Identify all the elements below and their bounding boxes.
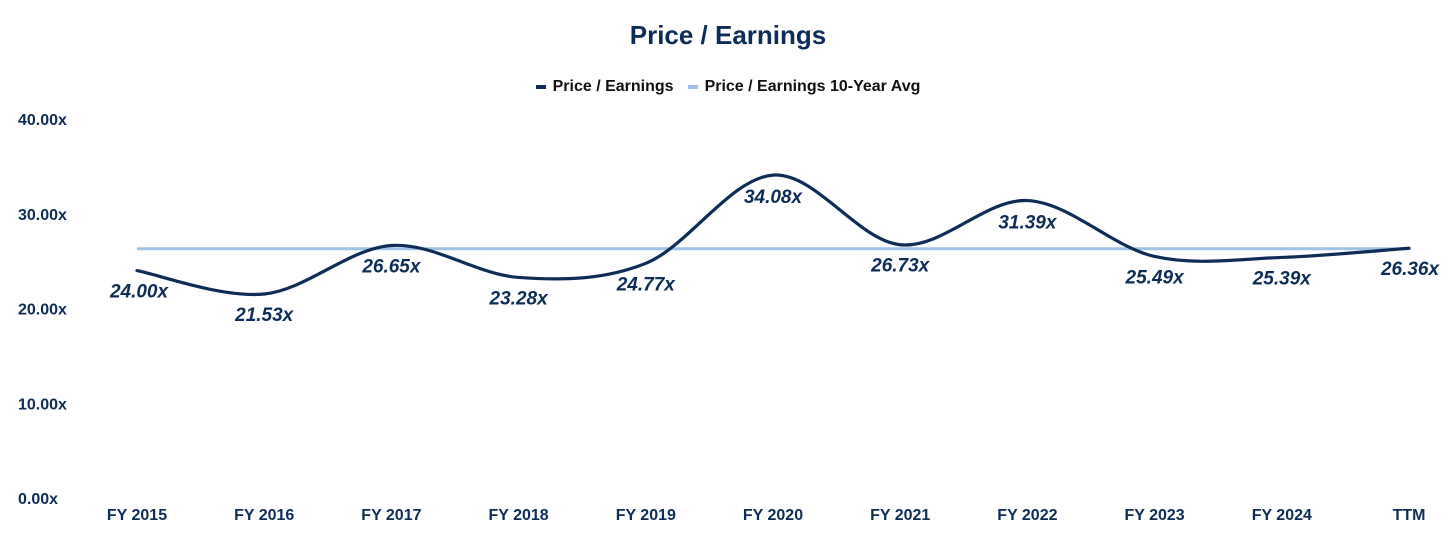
y-tick-label: 20.00x xyxy=(18,302,67,319)
data-label: 34.08x xyxy=(744,187,804,208)
y-tick-label: 40.00x xyxy=(18,112,67,129)
y-tick-label: 0.00x xyxy=(18,491,58,508)
data-label: 26.65x xyxy=(361,256,422,277)
data-label: 24.00x xyxy=(109,282,170,303)
y-tick-label: 10.00x xyxy=(18,396,67,413)
legend-label-pe: Price / Earnings xyxy=(552,78,674,95)
data-label: 25.49x xyxy=(1125,267,1186,288)
data-label: 24.77x xyxy=(616,274,677,295)
chart-title: Price / Earnings xyxy=(629,20,827,50)
series-line-pe xyxy=(135,173,1411,297)
x-tick-label: FY 2024 xyxy=(1252,507,1312,524)
x-tick-label: FY 2021 xyxy=(870,507,930,524)
data-label: 26.36x xyxy=(1380,259,1441,280)
x-tick-label: FY 2022 xyxy=(997,507,1057,524)
y-tick-label: 30.00x xyxy=(18,207,67,224)
data-label: 25.39x xyxy=(1252,268,1313,289)
legend-swatch-pe xyxy=(535,85,546,89)
x-tick-label: FY 2016 xyxy=(234,507,294,524)
legend-item-avg[interactable]: Price / Earnings 10-Year Avg xyxy=(687,78,921,96)
data-label: 31.39x xyxy=(998,213,1058,234)
data-label: 26.73x xyxy=(870,256,931,277)
chart-legend: Price / Earnings Price / Earnings 10-Yea… xyxy=(0,78,1456,96)
data-label: 21.53x xyxy=(234,305,295,326)
x-tick-label: FY 2018 xyxy=(488,507,548,524)
x-tick-label: FY 2023 xyxy=(1124,507,1184,524)
legend-label-avg: Price / Earnings 10-Year Avg xyxy=(704,78,921,95)
x-tick-label: FY 2020 xyxy=(743,507,803,524)
x-tick-label: FY 2015 xyxy=(107,507,167,524)
data-label: 23.28x xyxy=(489,288,550,309)
x-tick-label: FY 2019 xyxy=(616,507,676,524)
x-tick-label: TTM xyxy=(1393,507,1426,524)
legend-swatch-avg xyxy=(687,85,698,89)
legend-item-pe[interactable]: Price / Earnings xyxy=(535,78,674,96)
x-tick-label: FY 2017 xyxy=(361,507,421,524)
